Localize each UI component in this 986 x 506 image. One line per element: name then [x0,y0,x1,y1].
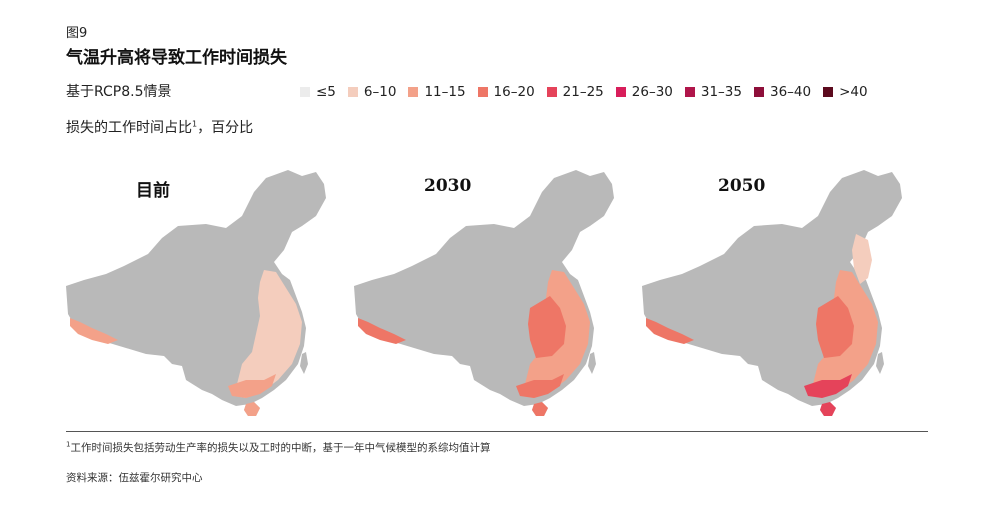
legend-label: 16–20 [493,84,535,100]
footnote-divider [66,431,928,432]
heat-region-central-south [528,296,566,358]
legend-item: 36–40 [753,84,812,100]
china-outline [66,170,326,406]
legend-swatch [823,87,834,97]
taiwan-outline [300,352,308,374]
taiwan-outline [588,352,596,374]
heat-region-south-coast [804,374,852,398]
heat-region-southeast [234,270,302,398]
legend-item: 16–20 [477,84,535,100]
china-outline [642,170,902,406]
legend-swatch [347,87,358,97]
legend-swatch [684,87,695,97]
map-2050 [642,170,902,416]
chart-subtitle: 基于RCP8.5情景 [66,84,172,100]
legend: ≤5 6–10 11–15 16–20 21–25 26–30 31–35 36–40 >40 [300,84,880,100]
legend-label: 26–30 [631,84,673,100]
legend-label: 21–25 [562,84,604,100]
legend-swatch [753,87,764,97]
heat-region-central-south [816,296,854,358]
heat-region-himalaya-edge [70,318,118,344]
legend-label: 6–10 [363,84,397,100]
legend-item: 6–10 [347,84,397,100]
map-current [66,170,326,416]
heat-region-hainan [244,402,260,416]
figure-number: 图9 [66,26,88,41]
maps-area [66,170,902,416]
legend-label: 36–40 [769,84,812,100]
unit-suffix: ，百分比 [197,120,254,136]
legend-swatch [408,87,419,97]
legend-label: ≤5 [316,84,336,100]
legend-label: 31–35 [700,84,742,100]
legend-swatch [546,87,557,97]
legend-label: 11–15 [424,84,466,100]
heat-region-himalaya-edge [358,318,406,344]
legend-swatch [477,87,488,97]
legend-label: >40 [839,84,868,100]
chart-title: 气温升高将导致工作时间损失 [66,48,287,68]
footnote: 1工作时间损失包括劳动生产率的损失以及工时的中断，基于一年中气候模型的系综均值计… [66,440,490,455]
legend-item: 31–35 [684,84,742,100]
unit-label: 损失的工作时间占比1，百分比 [66,117,253,137]
heat-region-south-coast [516,374,564,398]
unit-text: 损失的工作时间占比 [66,120,192,136]
heat-region-north-plain [852,234,872,284]
unit-footnote-marker: 1 [192,119,198,129]
taiwan-outline [876,352,884,374]
legend-item: >40 [823,84,868,100]
legend-swatch [300,87,310,97]
map-2030 [354,170,614,416]
footnote-marker: 1 [66,440,71,449]
legend-item: 26–30 [615,84,673,100]
china-outline [354,170,614,406]
panel-title-current: 目前 [136,181,170,201]
legend-item: ≤5 [300,84,336,100]
legend-item: 21–25 [546,84,604,100]
heat-region-hainan [532,402,548,416]
heat-region-himalaya-edge [646,318,694,344]
panel-title-2030: 2030 [424,176,472,196]
panel-title-2050: 2050 [718,176,766,196]
legend-item: 11–15 [408,84,466,100]
heat-region-hainan [820,402,836,416]
footnote-text: 工作时间损失包括劳动生产率的损失以及工时的中断，基于一年中气候模型的系综均值计算 [70,442,491,454]
legend-swatch [615,87,626,97]
heat-region-south-coast [228,374,276,398]
source-note: 资料来源：伍兹霍尔研究中心 [66,472,203,484]
